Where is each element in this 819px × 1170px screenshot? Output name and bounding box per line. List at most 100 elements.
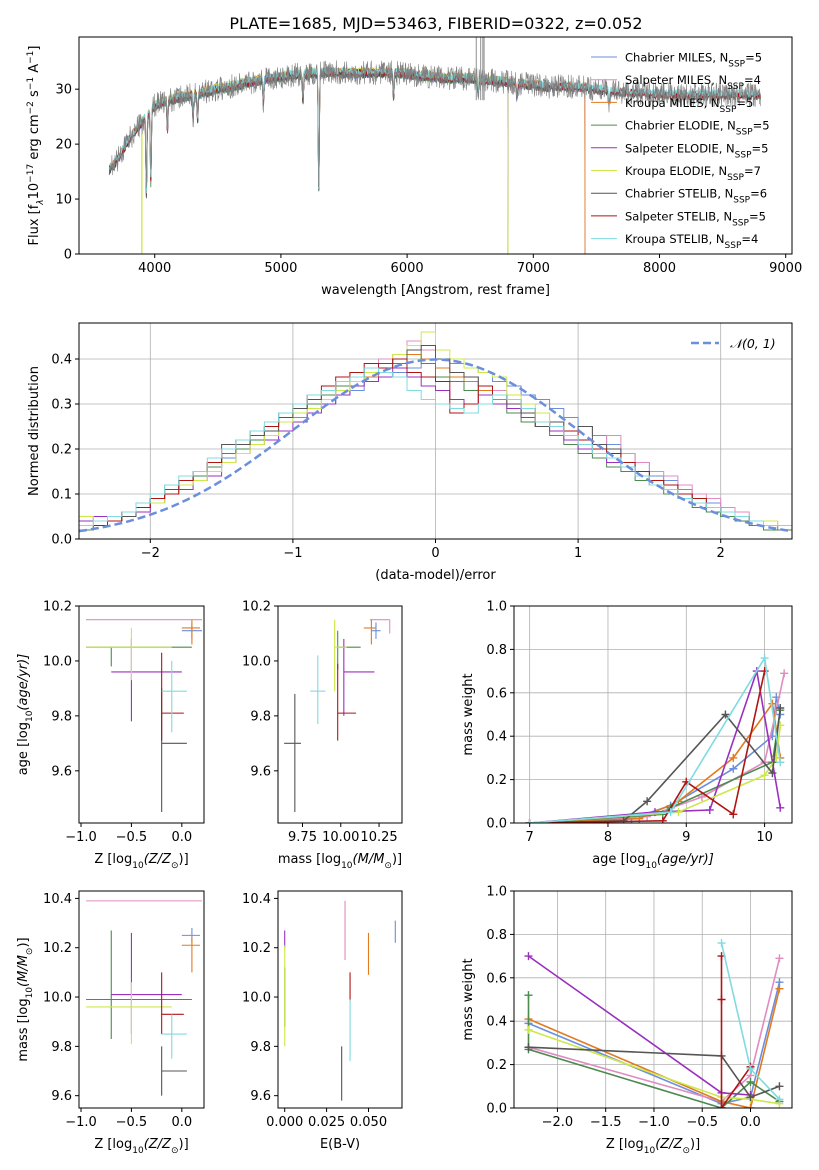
errorbar-point	[310, 655, 326, 725]
y-tick-label: 10.4	[43, 892, 72, 907]
label-part: ⊙	[171, 1146, 179, 1156]
label-part: =4	[741, 232, 758, 246]
x-axis-label: mass [log10(M/M⊙)]	[278, 852, 402, 871]
y-tick-label: 9.8	[250, 709, 271, 724]
residuals-histogram-panel: −2 −1 0 1 2 0.0 0.1 0.2 0.3 0.4 (data-model)/error…	[27, 322, 793, 583]
x-axis-label: (data-model)/error	[375, 568, 496, 583]
label-part: (age/yr)]	[657, 852, 714, 867]
y-tick-label: 0.2	[486, 773, 507, 788]
y-tick-label: 0.4	[486, 1015, 507, 1030]
weight-marker	[760, 771, 769, 780]
y-tick-label: 9.6	[51, 764, 72, 779]
x-tick-label: 0.000	[266, 1115, 303, 1130]
label-part: ⊙	[171, 861, 179, 871]
legend-entry: Kroupa MILES, NSSP=5	[625, 96, 753, 115]
weight-marker	[705, 805, 714, 814]
label-part: (Z/Z	[144, 1137, 172, 1152]
label-part: Z [log	[94, 1137, 132, 1152]
axes-frame	[78, 36, 793, 255]
y-tick-label: 9.8	[250, 1040, 271, 1055]
label-part: (M/M	[16, 955, 31, 987]
y-tick-label: 10.0	[43, 654, 72, 669]
label-part: 10	[25, 710, 35, 722]
axes-frame	[513, 605, 793, 824]
age-vs-mass-panel: 9.75 10.00 10.25 9.6 9.8 10.0 10.2 mass [log10(…	[242, 600, 403, 871]
legend-entry: Kroupa ELODIE, NSSP=7	[625, 164, 761, 183]
axes-frame	[277, 890, 403, 1109]
weight-marker	[776, 803, 785, 812]
errorbar-point	[161, 652, 184, 741]
y-tick-label: 20	[55, 138, 72, 153]
y-tick-label: 0.1	[51, 488, 72, 503]
y-tick-label: 9.6	[51, 1089, 72, 1104]
label-part: )]	[179, 1137, 189, 1152]
label-part: Flux [f	[27, 204, 42, 245]
legend-entry: Chabrier STELIB, NSSP=6	[625, 187, 767, 206]
errorbar-point	[369, 619, 391, 634]
x-tick-label: 9000	[769, 261, 802, 276]
plot-content	[86, 619, 202, 813]
label-part: −2	[26, 101, 36, 114]
y-tick-label: 0.8	[486, 928, 507, 943]
x-tick-label: −1	[283, 546, 302, 561]
x-axis-label: E(B-V)	[320, 1137, 360, 1152]
label-part: ⊙	[682, 1146, 690, 1156]
label-part: SSP	[732, 218, 749, 228]
label-part: −1	[26, 77, 36, 90]
plot-area	[514, 606, 792, 823]
x-tick-label: −1.0	[65, 830, 97, 845]
label-part: mass [log	[278, 852, 341, 867]
weight-marker	[775, 1082, 784, 1091]
y-tick-label: 0.2	[51, 443, 72, 458]
plot-content	[284, 619, 391, 813]
label-part: =5	[745, 51, 762, 65]
label-part: SSP	[725, 241, 742, 251]
plot-area	[278, 891, 402, 1108]
y-tick-label: 10.2	[43, 941, 72, 956]
label-part: Chabrier MILES, N	[625, 51, 728, 65]
y-axis-label: Flux [fλ10−17 erg cm−2 s−1 A−1]	[26, 46, 46, 246]
y-axis-label: mass [log10(M/M⊙)]	[16, 937, 35, 1061]
label-part: Chabrier STELIB, N	[625, 187, 733, 201]
label-part: SSP	[727, 173, 744, 183]
legend-entry: Salpeter STELIB, NSSP=5	[625, 209, 766, 228]
errorbar-point	[334, 619, 347, 692]
errorbar-point	[371, 622, 381, 639]
errorbar-point	[161, 660, 187, 733]
label-part: Kroupa MILES, N	[625, 96, 720, 110]
weight-marker	[746, 1064, 755, 1073]
label-part: =5	[752, 141, 769, 155]
label-part: SSP	[727, 82, 744, 92]
histogram-step	[79, 349, 792, 531]
y-tick-label: 30	[55, 83, 72, 98]
errorbar-point	[363, 619, 376, 645]
legend-entry: Salpeter MILES, NSSP=4	[625, 73, 761, 92]
label-part: (Z/Z	[144, 852, 172, 867]
mass-weight-vs-metallicity-panel: −2.0 −1.5 −1.0 −0.5 0.0 0.0 0.2 0.4 0.6 0.8 1.0 Z […	[461, 885, 793, 1156]
y-tick-label: 9.8	[51, 1040, 72, 1055]
x-tick-label: 0.0	[171, 1115, 192, 1130]
legend-entry: Salpeter ELODIE, NSSP=5	[625, 141, 768, 160]
label-part: =5	[736, 96, 753, 110]
weight-marker	[674, 808, 683, 817]
label-part: age [log	[16, 722, 31, 775]
weight-line	[529, 701, 782, 823]
label-part: )]	[16, 937, 31, 947]
x-tick-label: −1.5	[590, 1115, 622, 1130]
label-part: SSP	[728, 60, 745, 70]
label-part: Kroupa ELODIE, N	[625, 164, 727, 178]
plot-content	[525, 654, 789, 823]
errorbar-point	[86, 627, 172, 681]
weight-line	[720, 956, 752, 1108]
legend-entry: Kroupa STELIB, NSSP=4	[625, 232, 758, 251]
age-vs-metallicity-panel: −1.0 −0.5 0.09.69.810.010.2Z [log10(Z/Z⊙)]…	[16, 600, 205, 871]
y-axis-label: mass weight	[461, 958, 476, 1040]
label-part: Z [log	[94, 852, 132, 867]
x-tick-label: 5000	[264, 261, 297, 276]
mass-vs-metallicity-panel: −1.0 −0.5 0.09.69.810.010.210.4Z [log10(Z/…	[16, 890, 205, 1156]
label-part: =7	[744, 164, 761, 178]
weight-marker	[729, 810, 738, 819]
y-tick-label: 0.4	[51, 353, 72, 368]
weight-marker	[775, 984, 784, 993]
y-tick-label: 0	[64, 248, 72, 263]
